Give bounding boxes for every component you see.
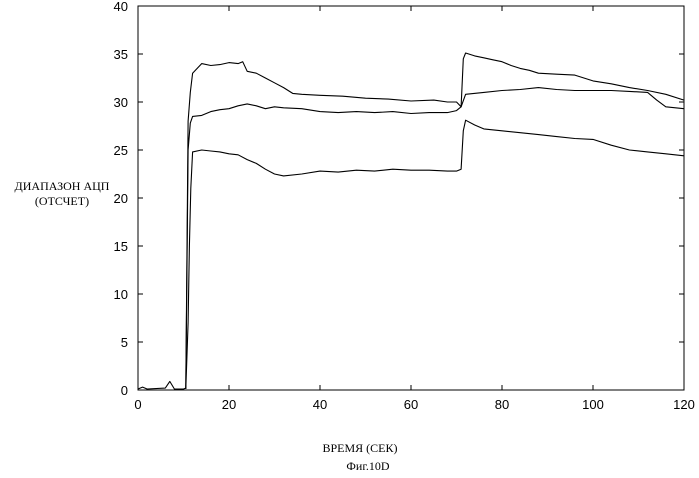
series-line-3 — [186, 120, 684, 389]
y-tick-label: 5 — [121, 335, 128, 350]
figure-caption: Фиг.10D — [346, 459, 389, 473]
y-tick-label: 25 — [114, 143, 128, 158]
plot-frame — [138, 6, 684, 390]
series-line-2 — [186, 88, 684, 389]
y-tick-label: 15 — [114, 239, 128, 254]
x-tick-label: 0 — [134, 397, 141, 412]
y-tick-label: 30 — [114, 95, 128, 110]
x-tick-label: 40 — [313, 397, 327, 412]
series-line-1 — [138, 53, 684, 389]
axis-ticks: 0 20 40 60 80 100 120 0 5 10 15 20 25 30 35 40 — [114, 0, 695, 412]
y-tick-label: 35 — [114, 47, 128, 62]
y-axis-label-line-2: (ОТСЧЕТ) — [35, 194, 89, 208]
y-axis-label-line-1: ДИАПАЗОН АЦП — [15, 179, 110, 193]
x-axis-label: ВРЕМЯ (СЕК) — [322, 441, 397, 455]
x-tick-label: 120 — [673, 397, 695, 412]
series-lines — [138, 53, 684, 389]
y-tick-label: 20 — [114, 191, 128, 206]
x-tick-label: 100 — [582, 397, 604, 412]
x-tick-label: 80 — [495, 397, 509, 412]
y-tick-label: 40 — [114, 0, 128, 14]
x-tick-label: 20 — [222, 397, 236, 412]
y-tick-label: 10 — [114, 287, 128, 302]
x-tick-label: 60 — [404, 397, 418, 412]
y-tick-label: 0 — [121, 383, 128, 398]
